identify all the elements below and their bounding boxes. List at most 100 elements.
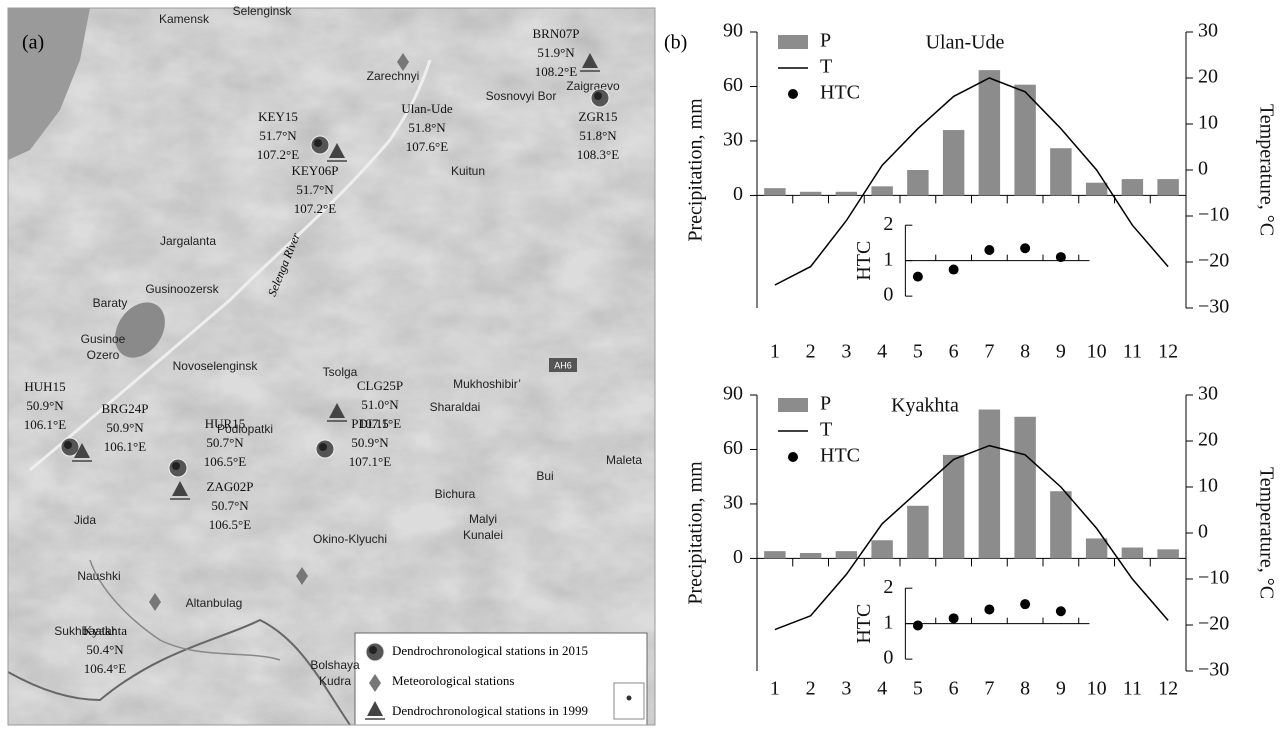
y2-tick-label: 10 [1198,475,1218,497]
road-label: AH6 [554,360,572,370]
place-label: Sukhbaatar [54,624,115,638]
station-1999 [582,53,598,68]
precip-bar [835,191,858,196]
x-tick-label: 3 [841,341,851,363]
place-label: Kuitun [451,164,485,178]
station-label: 50.7°N [206,435,244,450]
station-label: 51.8°N [579,128,617,143]
y2-tick-label: −30 [1198,659,1229,681]
place-label: Kamensk [159,12,210,26]
station-label: 50.9°N [106,420,144,435]
lake-baikal [8,8,90,160]
legend-label: P [820,30,831,52]
x-tick-label: 11 [1123,341,1142,363]
htc-point [1055,252,1066,263]
precip-bar [942,454,965,559]
precip-bar [1014,84,1036,196]
place-label: Maleta [606,453,642,467]
panel-label: (b) [664,32,687,54]
precip-bar [1157,549,1179,559]
y-tick-label: 30 [723,129,743,151]
place-label: Naushki [77,569,120,583]
x-tick-label: 4 [877,678,887,700]
station-label: BRN07P [533,26,580,41]
place-label: Novoselenginsk [173,359,259,373]
y-tick-label: 0 [733,183,743,205]
x-tick-label: 12 [1158,341,1178,363]
place-label: Zaigraevo [566,79,620,93]
place-label: Jargalanta [160,234,216,248]
panel-label: (a) [22,32,44,54]
y-axis-label: Precipitation, mm [685,98,707,242]
place-label: Ozero [87,348,120,362]
station-label: 50.7°N [211,498,249,513]
station-label: HUH15 [24,379,65,394]
meteo-station [369,674,381,692]
y-tick-label: 30 [723,492,743,514]
legend-label: HTC [820,445,860,467]
precip-bar [1085,538,1108,559]
station-label: ZAG02P [207,479,254,494]
river [29,59,432,472]
station-label: 51.9°N [537,45,575,60]
precip-bar [764,188,786,196]
station-label: 50.4°N [86,642,124,657]
x-tick-label: 1 [770,341,780,363]
y-tick-label: 0 [733,546,743,568]
y-tick-label: 90 [723,383,743,405]
y2-tick-label: 20 [1198,429,1218,451]
place-label: Mukhoshibir’ [453,377,521,391]
temperature-line [774,444,1169,631]
place-label: Bolshaya [310,658,360,672]
legend-label: Meteorological stations [392,673,514,688]
precip-bar [907,505,929,559]
x-tick-label: 4 [877,341,887,363]
precip-bar [907,170,929,196]
station-label: 107.2°E [294,201,336,216]
station-label: CLG25P [357,378,403,393]
htc-point [1020,599,1031,610]
y2-tick-label: −30 [1198,296,1229,318]
station-label: 51.7°N [296,182,334,197]
legend-label: Dendrochronological stations in 2015 [392,643,588,658]
x-tick-label: 9 [1056,678,1066,700]
htc-point [1055,606,1066,617]
htc-point [912,271,923,282]
y2-tick-label: 0 [1198,158,1208,180]
station-label: 50.9°N [351,435,389,450]
station-label: 51.7°N [259,128,297,143]
place-label: Okino-Klyuchi [313,532,387,546]
station-2015-core [172,462,180,470]
place-label: Malyi [469,512,497,526]
station-1999 [329,143,345,158]
station-label: 106.1°E [24,417,66,432]
x-tick-label: 2 [806,678,816,700]
y2-tick-label: 0 [1198,521,1208,543]
station-label: 107.1°E [359,416,401,431]
place-label: Selenginsk [233,4,293,18]
x-tick-label: 10 [1087,678,1107,700]
place-label: Tsolga [323,365,358,379]
inset-tick-label: 1 [883,611,893,633]
place-label: Gusinoozersk [145,282,219,296]
station-1999 [74,443,90,458]
precip-bar [978,409,1001,559]
y2-tick-label: −20 [1198,613,1229,635]
station-label: KEY15 [258,109,298,124]
x-tick-label: 1 [770,678,780,700]
x-tick-label: 10 [1087,341,1107,363]
meteo-station [397,53,409,71]
place-label: Baraty [93,296,128,310]
place-label: Altanbulag [186,596,243,610]
x-tick-label: 8 [1020,678,1030,700]
x-tick-label: 8 [1020,341,1030,363]
y2-tick-label: 10 [1198,112,1218,134]
precip-bar [1121,179,1144,196]
htc-point [984,604,995,615]
station-label: HUR15 [205,416,245,431]
station-2015-core [314,139,322,147]
legend-label: T [820,419,832,441]
place-label: Jida [74,513,96,527]
chart-title: Ulan-Ude [926,32,1005,54]
place-label: Sharaldai [430,400,481,414]
